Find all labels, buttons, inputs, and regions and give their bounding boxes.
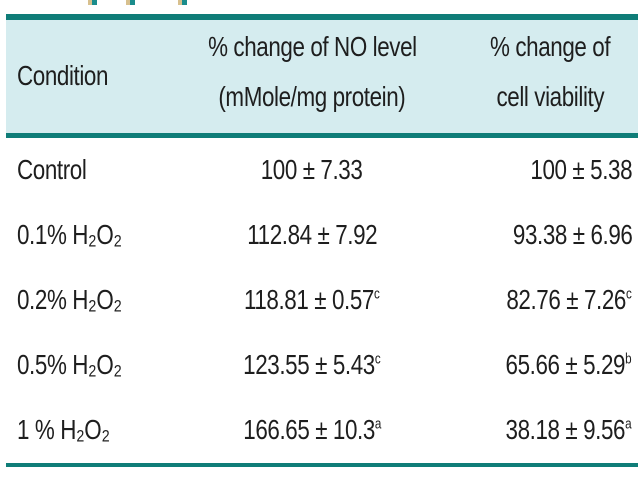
significance-superscript: b [625, 351, 632, 368]
table-header-row: Condition % change of NO level (mMole/mg… [6, 20, 638, 133]
no-level-cell: 100 ± 7.33 [176, 154, 448, 186]
no-level-value: 112.84 ± 7.92 [246, 219, 377, 251]
condition-cell: 1 % H₂O₂ [6, 414, 176, 446]
value-text: 82.76 ± 7.26 [506, 284, 627, 316]
table-row: 1 % H₂O₂ 166.65 ± 10.3a 38.18 ± 9.56a [6, 398, 638, 463]
value-text: 65.66 ± 5.29 [505, 349, 626, 381]
column-header-no-level: % change of NO level (mMole/mg protein) [176, 27, 448, 127]
header-line: cell viability [462, 77, 638, 127]
viability-value: 100 ± 5.38 [530, 154, 632, 186]
value-text: 112.84 ± 7.92 [246, 219, 377, 251]
header-line: % change of [462, 27, 638, 77]
column-header-cell-viability: % change of cell viability [448, 27, 638, 127]
viability-value: 82.76 ± 7.26c [506, 284, 632, 316]
condition-label: 0.2% H₂O₂ [17, 284, 122, 316]
column-header-condition: Condition [6, 60, 176, 92]
caption-remnant-mark [182, 0, 187, 5]
caption-remnant-mark [92, 0, 97, 5]
column-header-condition-label: Condition [17, 60, 109, 92]
condition-cell: 0.5% H₂O₂ [6, 349, 176, 381]
no-level-cell: 112.84 ± 7.92 [176, 219, 448, 251]
table-header-divider-rule [6, 133, 638, 138]
viability-cell: 65.66 ± 5.29b [448, 349, 638, 381]
viability-value: 65.66 ± 5.29b [505, 349, 632, 381]
column-header-viability-line1: % change of [489, 30, 611, 62]
table-top-rule [6, 14, 638, 20]
value-text: 100 ± 5.38 [530, 154, 632, 186]
value-text: 93.38 ± 6.96 [512, 219, 632, 251]
viability-cell: 100 ± 5.38 [448, 154, 638, 186]
significance-superscript: a [625, 416, 632, 433]
condition-label: 0.1% H₂O₂ [17, 219, 122, 251]
condition-label: 0.5% H₂O₂ [17, 349, 122, 381]
viability-cell: 82.76 ± 7.26c [448, 284, 638, 316]
significance-superscript: c [374, 286, 380, 303]
cropped-caption-remnant [126, 0, 135, 5]
significance-superscript: a [374, 416, 382, 433]
caption-remnant-mark [88, 0, 92, 5]
significance-superscript: c [374, 351, 381, 368]
value-text: 38.18 ± 9.56 [505, 414, 626, 446]
condition-label: 1 % H₂O₂ [17, 414, 110, 446]
value-text: 118.81 ± 0.57 [244, 284, 375, 316]
condition-cell: Control [6, 154, 176, 186]
table-body: Control 100 ± 7.33 100 ± 5.38 0.1% H₂O₂ … [6, 138, 638, 463]
results-table: Condition % change of NO level (mMole/mg… [6, 14, 638, 467]
no-level-value: 123.55 ± 5.43c [243, 349, 381, 381]
column-header-no-level-line2: (mMole/mg protein) [218, 80, 406, 112]
column-header-no-level-line1: % change of NO level [207, 30, 417, 62]
condition-cell: 0.2% H₂O₂ [6, 284, 176, 316]
caption-remnant-mark [126, 0, 130, 5]
no-level-value: 166.65 ± 10.3a [242, 414, 382, 446]
table-row: 0.2% H₂O₂ 118.81 ± 0.57c 82.76 ± 7.26c [6, 268, 638, 333]
header-line: (mMole/mg protein) [176, 77, 448, 127]
condition-label: Control [17, 154, 87, 186]
viability-value: 38.18 ± 9.56a [505, 414, 632, 446]
caption-remnant-mark [130, 0, 135, 5]
table-row: 0.5% H₂O₂ 123.55 ± 5.43c 65.66 ± 5.29b [6, 333, 638, 398]
value-text: 100 ± 7.33 [261, 154, 363, 186]
no-level-cell: 123.55 ± 5.43c [176, 349, 448, 381]
column-header-viability-line2: cell viability [496, 80, 604, 112]
table-row: 0.1% H₂O₂ 112.84 ± 7.92 93.38 ± 6.96 [6, 203, 638, 268]
viability-value: 93.38 ± 6.96 [512, 219, 632, 251]
no-level-value: 118.81 ± 0.57c [244, 284, 380, 316]
viability-cell: 93.38 ± 6.96 [448, 219, 638, 251]
table-row: Control 100 ± 7.33 100 ± 5.38 [6, 138, 638, 203]
cropped-caption-remnant [178, 0, 187, 5]
header-line: % change of NO level [176, 27, 448, 77]
cropped-caption-remnant [88, 0, 97, 5]
no-level-cell: 118.81 ± 0.57c [176, 284, 448, 316]
value-text: 166.65 ± 10.3 [242, 414, 375, 446]
condition-cell: 0.1% H₂O₂ [6, 219, 176, 251]
viability-cell: 38.18 ± 9.56a [448, 414, 638, 446]
table-bottom-rule [6, 463, 638, 467]
no-level-cell: 166.65 ± 10.3a [176, 414, 448, 446]
no-level-value: 100 ± 7.33 [261, 154, 363, 186]
caption-remnant-mark [178, 0, 182, 5]
value-text: 123.55 ± 5.43 [243, 349, 375, 381]
significance-superscript: c [626, 286, 632, 303]
